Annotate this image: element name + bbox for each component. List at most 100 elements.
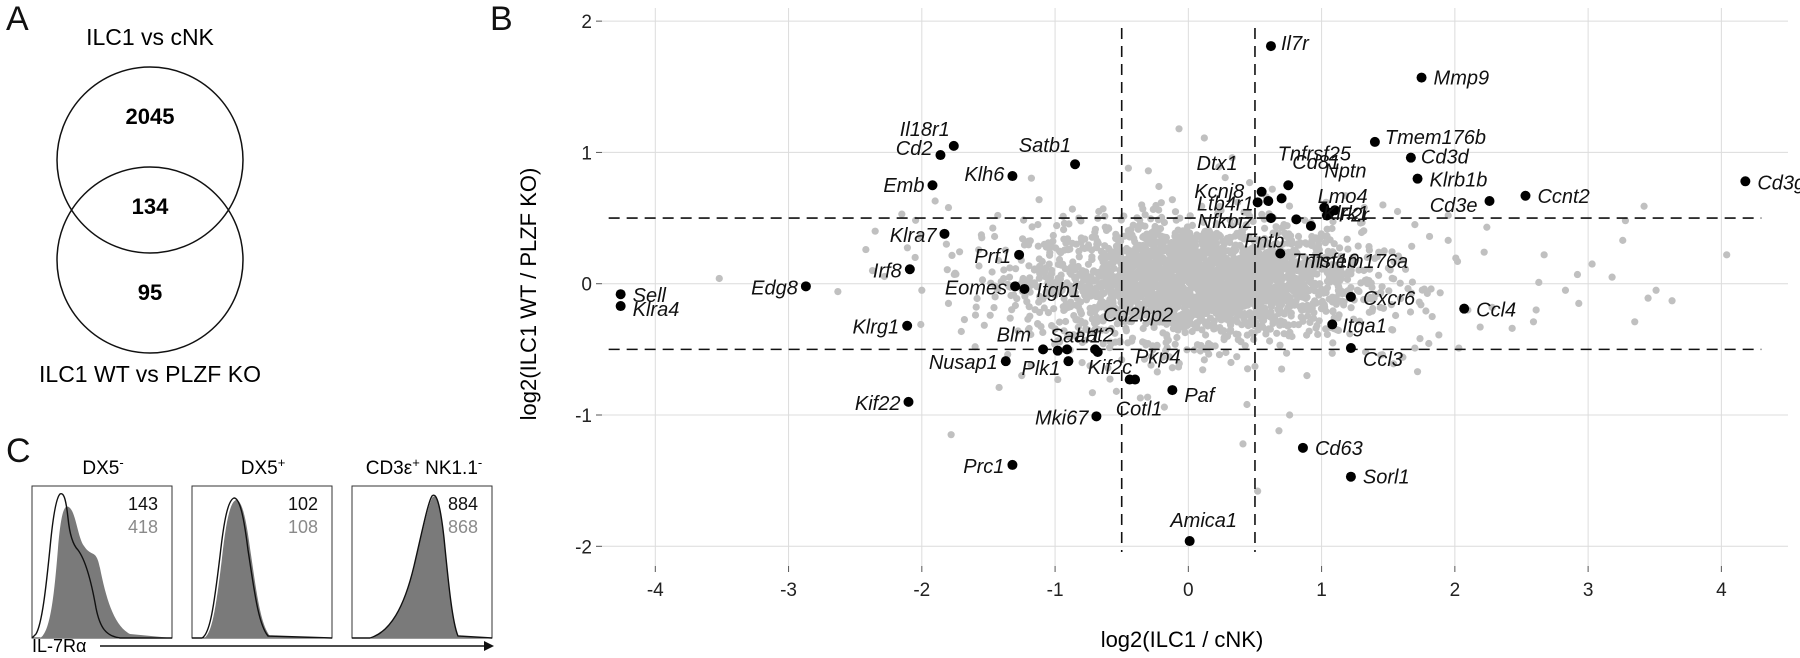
gene-label-klra7: Klra7	[890, 225, 938, 247]
background-point	[1198, 287, 1206, 295]
background-point	[1088, 389, 1096, 397]
background-point	[1155, 206, 1163, 214]
background-point	[1264, 260, 1272, 268]
background-point	[956, 248, 964, 256]
background-point	[903, 244, 911, 252]
background-point	[1139, 275, 1147, 283]
background-point	[1086, 309, 1094, 317]
background-point	[1272, 276, 1281, 284]
background-point	[1276, 341, 1284, 349]
background-point	[1199, 251, 1207, 259]
background-point	[1249, 217, 1257, 225]
background-point	[1071, 274, 1079, 282]
background-point	[989, 224, 997, 232]
background-point	[1378, 283, 1386, 291]
background-point	[1101, 242, 1109, 250]
background-point	[1099, 205, 1107, 213]
background-point	[1064, 303, 1073, 311]
background-point	[1006, 264, 1014, 272]
background-point	[1239, 440, 1247, 448]
background-point	[1329, 308, 1337, 316]
background-point	[1232, 330, 1240, 338]
background-point	[1330, 240, 1338, 248]
gene-label-fntb: Fntb	[1244, 230, 1284, 252]
histogram-title-2: DX5+	[241, 455, 286, 480]
background-point	[1315, 317, 1323, 325]
background-point	[1246, 278, 1254, 286]
gene-label-prc1: Prc1	[963, 456, 1004, 478]
background-point	[1278, 365, 1286, 373]
background-point	[943, 266, 951, 274]
background-point	[1355, 287, 1363, 295]
histogram-1-gray-fill	[32, 506, 172, 638]
gene-point-klrk1	[1329, 205, 1340, 216]
background-point	[1028, 223, 1036, 231]
background-point	[1236, 294, 1244, 302]
background-point	[1408, 278, 1416, 286]
background-point	[1228, 247, 1236, 255]
gene-point-il7r	[1265, 41, 1276, 52]
histogram-axis-label: IL-7Rα	[32, 636, 86, 656]
background-point	[1122, 266, 1130, 274]
background-point	[1159, 353, 1167, 361]
background-point	[1318, 297, 1326, 305]
gene-label-plk1: Plk1	[1021, 358, 1060, 380]
background-point	[1254, 487, 1262, 495]
background-point	[1136, 394, 1144, 402]
background-point	[1411, 344, 1419, 352]
background-point	[862, 245, 870, 254]
gene-point-irf8	[904, 264, 915, 275]
background-point	[1428, 312, 1436, 321]
background-point	[1271, 293, 1279, 302]
background-point	[1361, 348, 1370, 356]
background-point	[1208, 271, 1216, 279]
background-point	[1159, 329, 1167, 337]
background-point	[1244, 365, 1252, 373]
gene-label-ltb4r1: Ltb4r1	[1197, 193, 1254, 215]
background-point	[1141, 211, 1149, 219]
background-point	[1389, 326, 1397, 334]
background-point	[1124, 164, 1132, 172]
gene-label-klra4: Klra4	[633, 299, 680, 321]
background-point	[1128, 334, 1137, 342]
histogram-2-value-black: 102	[288, 494, 318, 514]
background-point	[1540, 251, 1548, 259]
background-point	[1127, 318, 1136, 326]
panel-letter-c: C	[6, 432, 31, 470]
gene-point-f2r	[1321, 210, 1332, 221]
background-point	[1416, 335, 1424, 343]
background-point	[1054, 375, 1062, 384]
gene-label-itga1: Itga1	[1342, 315, 1386, 337]
background-point	[975, 246, 983, 254]
background-point	[1278, 224, 1286, 232]
background-point	[1055, 318, 1064, 326]
background-point	[1176, 214, 1184, 222]
background-point	[1199, 218, 1208, 226]
background-point	[1267, 254, 1276, 262]
background-point	[971, 311, 980, 319]
background-point	[1315, 241, 1323, 249]
background-point	[1110, 292, 1118, 300]
gene-label-tmem176a: Tmem176a	[1307, 251, 1408, 273]
background-point	[1170, 265, 1178, 273]
background-point	[1631, 318, 1639, 326]
background-point	[1055, 255, 1064, 264]
background-point	[1108, 339, 1116, 347]
background-point	[1147, 361, 1155, 369]
background-point	[1295, 241, 1303, 249]
y-tick-label: -2	[575, 537, 592, 558]
background-point	[1411, 221, 1419, 229]
background-point	[1102, 270, 1111, 278]
background-point	[1279, 240, 1287, 248]
gene-point-mmp9	[1416, 72, 1427, 83]
background-point	[1014, 327, 1022, 335]
background-point	[1157, 199, 1165, 207]
background-point	[1095, 272, 1104, 280]
background-point	[1293, 258, 1301, 266]
gene-label-il18r1: Il18r1	[900, 119, 950, 141]
gene-point-fntb	[1291, 214, 1302, 225]
gene-label-blm: Blm	[997, 324, 1031, 346]
background-point	[1356, 317, 1364, 325]
background-point	[1053, 222, 1061, 230]
